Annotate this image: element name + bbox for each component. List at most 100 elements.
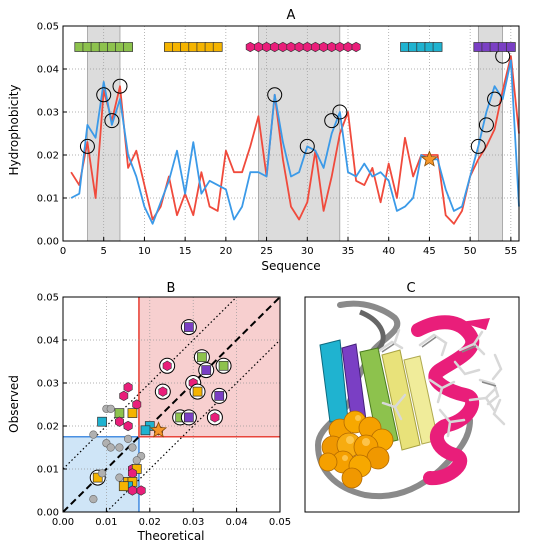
segment-marker-hexagon — [278, 41, 288, 53]
segment-marker-hexagon — [302, 41, 312, 53]
data-point-square — [118, 481, 129, 492]
segment-marker-hexagon — [327, 41, 337, 53]
y-tick-label: 0.00 — [37, 237, 59, 248]
shaded-region — [258, 25, 341, 242]
y-tick-label: 0.00 — [37, 508, 59, 519]
segment-marker-hexagon — [294, 41, 304, 53]
segment-marker-square — [90, 42, 101, 52]
star-point — [420, 150, 439, 167]
segment-marker-hexagon — [270, 41, 280, 53]
data-point-circle — [115, 443, 124, 452]
y-tick-label: 0.04 — [37, 336, 59, 347]
segment-marker-square — [400, 42, 410, 52]
panel-a-label: A — [287, 8, 296, 23]
circled-point — [470, 138, 486, 154]
data-point-hexagon — [119, 390, 129, 402]
panel-a: A 0 5 10 15 20 25 30 35 40 45 50 55 0.00 0.01 0.02 0.03… — [7, 8, 520, 273]
data-point-hexagon — [136, 485, 146, 496]
data-point-square — [192, 386, 203, 397]
circled-point — [487, 91, 503, 107]
segment-marker-square — [408, 42, 418, 52]
data-point-circle — [115, 473, 124, 482]
y-tick-label: 0.03 — [37, 379, 59, 390]
x-tick-label: 20 — [219, 246, 232, 257]
x-tick-label: 35 — [342, 246, 355, 257]
data-point-square — [114, 408, 125, 418]
data-point-square — [197, 352, 207, 363]
segment-marker-square — [489, 42, 500, 52]
y-tick-label: 0.02 — [37, 151, 59, 162]
star-point — [149, 421, 168, 438]
data-point-square — [184, 412, 194, 423]
data-point-hexagon — [210, 412, 220, 423]
data-point-square — [218, 360, 229, 371]
data-point-hexagon — [128, 468, 137, 479]
data-point-circle — [124, 434, 133, 444]
segment-marker-square — [188, 42, 199, 52]
segment-marker-square — [98, 42, 109, 52]
segment-marker-square — [481, 42, 492, 52]
segment-marker-square — [212, 42, 223, 52]
data-point-circle — [89, 430, 98, 439]
circled-point — [104, 113, 120, 129]
circled-point — [478, 117, 494, 133]
protein-structure-image — [304, 296, 520, 513]
segment-marker-square — [473, 42, 484, 52]
segment-marker-square — [432, 42, 443, 52]
segment-marker-square — [204, 42, 215, 52]
panel-c-label: C — [406, 281, 415, 296]
data-point-circle — [128, 443, 137, 452]
x-tick-label: 0 — [60, 246, 66, 257]
segment-marker-square — [74, 42, 85, 52]
segment-marker-hexagon — [343, 41, 353, 53]
circled-point — [332, 104, 348, 120]
high-region-edge — [138, 297, 280, 438]
y-tick-label: 0.01 — [37, 465, 59, 476]
data-point-circle — [106, 404, 115, 413]
segment-marker-hexagon — [310, 41, 320, 53]
data-point-hexagon — [162, 360, 172, 371]
data-point-square — [201, 365, 212, 375]
data-point-circle — [97, 469, 107, 478]
segment-marker-hexagon — [335, 41, 345, 53]
series-red-line — [70, 55, 520, 225]
y-tick-label: 0.04 — [37, 65, 59, 76]
data-point-hexagon — [158, 386, 168, 397]
x-tick-label: 15 — [179, 246, 192, 257]
x-tick-label: 5 — [101, 246, 107, 257]
data-point-square — [140, 425, 151, 436]
x-tick-label: 45 — [423, 246, 436, 257]
circled-point — [112, 78, 128, 94]
x-tick-label: 55 — [504, 246, 517, 257]
y-tick-label: 0.01 — [37, 194, 59, 205]
x-tick-label: 10 — [138, 246, 151, 257]
data-point-square — [127, 408, 138, 418]
segment-marker-square — [416, 42, 427, 52]
panel-c: C — [304, 281, 520, 513]
panel-b-plot: 0.00 0.01 0.02 0.03 0.04 0.05 0.00 0.01 0.02 0.03… — [37, 293, 291, 529]
segment-marker-hexagon — [351, 41, 361, 53]
data-point-hexagon — [123, 382, 133, 393]
circled-point — [267, 87, 283, 103]
series-blue-line — [70, 59, 520, 225]
y-tick-label: 0.03 — [37, 108, 59, 119]
segment-marker-square — [123, 42, 133, 52]
segment-marker-square — [424, 42, 435, 52]
segment-marker-square — [506, 42, 516, 52]
panel-b-ylabel: Observed — [7, 375, 21, 433]
segment-marker-hexagon — [319, 41, 329, 53]
x-tick-label: 0.05 — [269, 517, 291, 528]
data-point-hexagon — [115, 416, 124, 427]
panel-b-label: B — [167, 281, 176, 296]
circled-point — [79, 138, 95, 154]
segment-marker-square — [172, 42, 182, 52]
x-tick-label: 0.00 — [52, 517, 74, 528]
x-tick-label: 0.04 — [225, 517, 247, 528]
segment-marker-hexagon — [254, 41, 263, 53]
circled-point — [324, 113, 340, 129]
data-point-square — [184, 322, 194, 332]
circled-point — [96, 87, 112, 103]
segment-marker-hexagon — [245, 41, 255, 53]
panel-a-xlabel: Sequence — [261, 259, 320, 273]
